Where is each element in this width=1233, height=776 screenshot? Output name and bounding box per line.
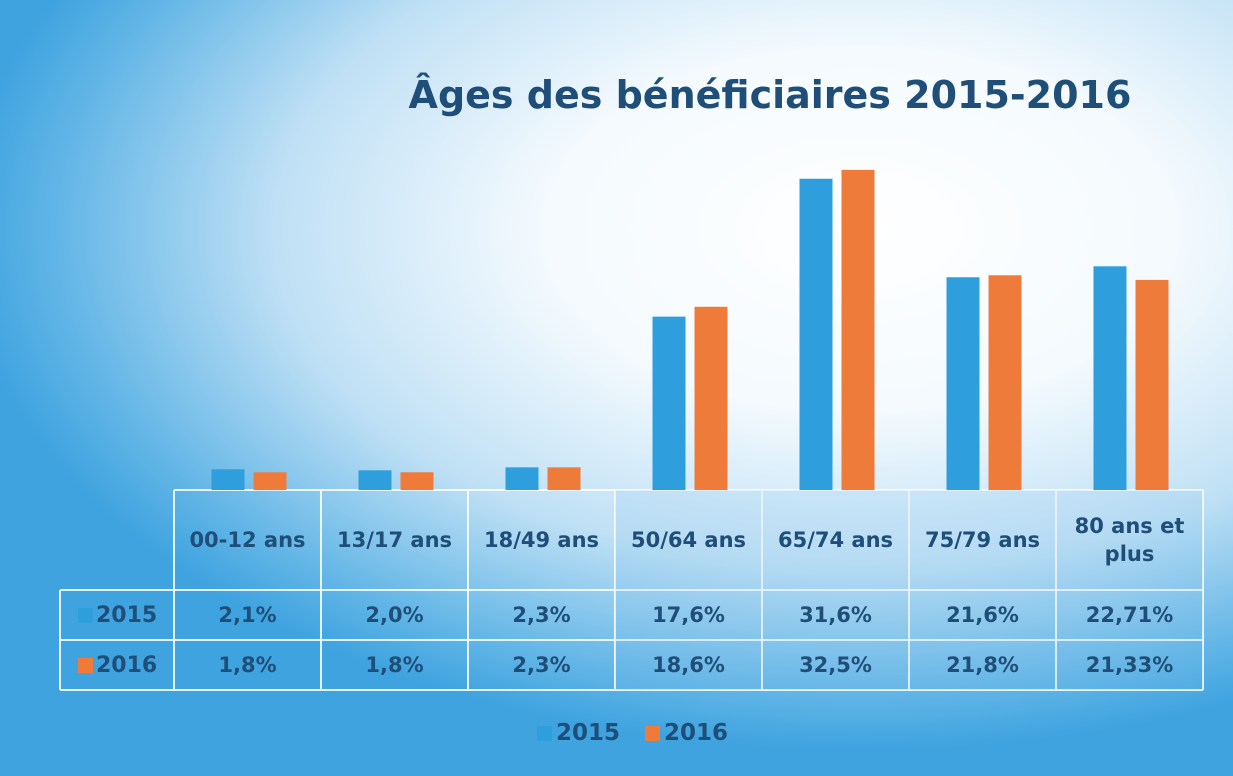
chart-title: Âges des bénéficiaires 2015-2016 <box>408 73 1132 117</box>
cell-shade <box>762 490 909 690</box>
legend-label: 2015 <box>556 720 621 746</box>
value-label: 18,6% <box>652 653 725 677</box>
category-label: 13/17 ans <box>336 527 453 552</box>
value-label: 32,5% <box>799 653 872 677</box>
bar <box>400 472 434 490</box>
row-header: 2015 <box>96 602 158 628</box>
legend-swatch <box>537 726 552 741</box>
category-label: 50/64 ans <box>630 527 747 552</box>
bar <box>358 470 392 490</box>
category-label: 18/49 ans <box>483 527 600 552</box>
cell-shade <box>615 490 762 690</box>
category-label: 75/79 ans <box>924 527 1041 552</box>
value-label: 2,3% <box>512 603 571 627</box>
value-label: 17,6% <box>652 603 725 627</box>
value-label: 2,3% <box>512 653 571 677</box>
legend-swatch <box>645 726 660 741</box>
category-label: 65/74 ans <box>777 527 894 552</box>
value-label: 21,6% <box>946 603 1019 627</box>
bar <box>652 316 686 490</box>
value-label: 31,6% <box>799 603 872 627</box>
bar <box>799 178 833 491</box>
value-label: 2,1% <box>218 603 277 627</box>
legend-label: 2016 <box>664 720 729 746</box>
bar <box>946 277 980 490</box>
cell-shade <box>909 490 1056 690</box>
bar <box>1135 279 1169 490</box>
row-key <box>78 608 93 623</box>
category-label: 80 ans et plus <box>1074 513 1185 566</box>
category-label: 00-12 ans <box>189 527 306 552</box>
bar <box>841 169 875 490</box>
bar <box>505 467 539 490</box>
bar <box>547 467 581 490</box>
row-header: 2016 <box>96 652 158 678</box>
value-label: 22,71% <box>1085 603 1174 627</box>
bar <box>988 275 1022 490</box>
value-label: 2,0% <box>365 603 424 627</box>
cell-shade <box>1056 490 1203 690</box>
value-label: 21,33% <box>1085 653 1174 677</box>
bar <box>694 306 728 490</box>
row-key <box>78 658 93 673</box>
bar <box>1093 266 1127 490</box>
value-label: 1,8% <box>365 653 424 677</box>
bar <box>253 472 287 490</box>
value-label: 21,8% <box>946 653 1019 677</box>
value-label: 1,8% <box>218 653 277 677</box>
bar <box>211 469 245 490</box>
